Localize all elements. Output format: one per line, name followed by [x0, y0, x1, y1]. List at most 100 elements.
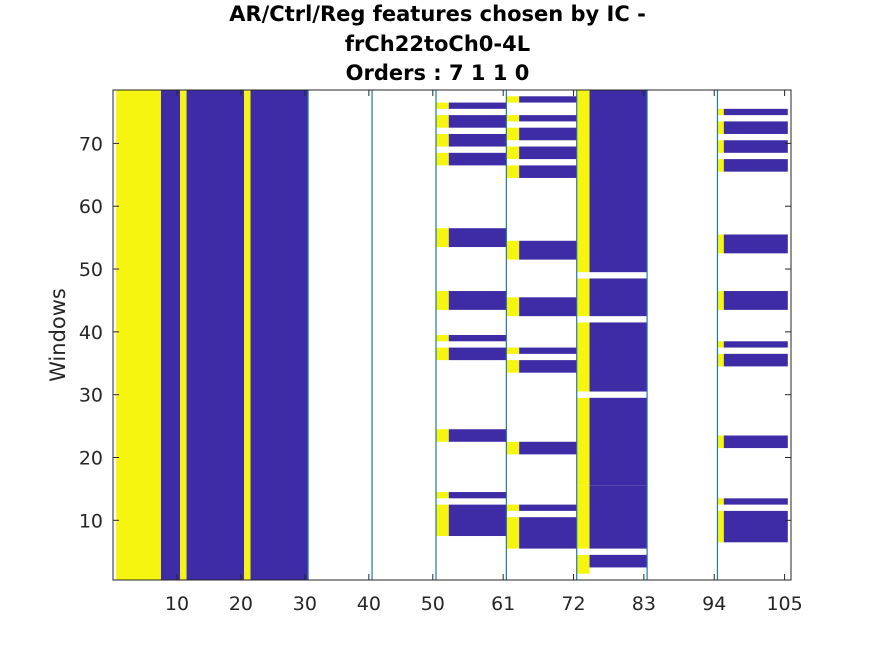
heatmap-cell: [244, 90, 251, 580]
x-tick-label: 40: [357, 593, 381, 615]
heatmap-cell: [519, 347, 577, 354]
heatmap-cell: [436, 133, 449, 147]
heatmap-cell: [506, 347, 520, 354]
heatmap-cell: [576, 90, 590, 273]
x-tick-label: 20: [229, 593, 253, 615]
y-tick-label: 10: [79, 510, 103, 532]
heatmap-cell: [717, 140, 724, 153]
heatmap-cell: [116, 90, 161, 580]
y-tick-label: 40: [79, 322, 103, 344]
heatmap-cell: [448, 102, 507, 109]
heatmap-cell: [717, 291, 724, 310]
axes: [112, 89, 792, 581]
x-tick-label: 72: [561, 593, 585, 615]
heatmap-cell: [448, 347, 507, 361]
heatmap-cell: [436, 347, 449, 361]
heatmap-cell: [436, 152, 449, 166]
heatmap-cell: [448, 133, 507, 147]
heatmap-cell: [717, 435, 724, 449]
heatmap-cell: [717, 121, 724, 134]
heatmap-cell: [519, 146, 577, 160]
heatmap-cell: [723, 291, 788, 310]
y-tick-label: 50: [79, 259, 103, 281]
chart-title-line-3: Orders : 7 1 1 0: [345, 61, 530, 85]
heatmap-cell: [576, 278, 590, 317]
heatmap-cell: [723, 108, 788, 116]
heatmap-cell: [448, 492, 507, 499]
heatmap-cell: [448, 228, 507, 248]
heatmap-cell: [519, 96, 577, 103]
heatmap-cell: [448, 291, 507, 310]
heatmap-cell: [519, 297, 577, 317]
heatmap-cell: [576, 322, 590, 392]
heatmap-cell: [589, 322, 648, 392]
heatmap-cell: [519, 240, 577, 260]
heatmap-cell: [506, 96, 520, 103]
y-tick-label: 70: [79, 133, 103, 155]
heatmap-cell: [717, 510, 724, 543]
heatmap-cell: [436, 115, 449, 128]
heatmap-cell: [723, 510, 788, 543]
heatmap-cell: [506, 115, 520, 122]
heatmap-cell: [723, 498, 788, 505]
heatmap-cell: [506, 504, 520, 511]
heatmap-cell: [180, 90, 187, 580]
heatmap-cell: [576, 485, 590, 549]
heatmap-cell: [723, 140, 788, 153]
x-tick-label: 105: [766, 593, 802, 615]
heatmap-cell: [506, 127, 520, 141]
heatmap-cell: [448, 335, 507, 342]
x-tick-label: 30: [293, 593, 317, 615]
plot-frame: [112, 89, 792, 581]
heatmap-cell: [589, 90, 648, 273]
heatmap-cell: [576, 554, 590, 574]
heatmap-cell: [717, 108, 724, 116]
heatmap-cell: [519, 360, 577, 373]
heatmap-cell: [519, 504, 577, 511]
heatmap-cell: [519, 115, 577, 122]
heatmap-cell: [723, 159, 788, 172]
heatmap-cell: [436, 102, 449, 109]
heatmap-cell: [576, 397, 590, 486]
heatmap-cell: [717, 341, 724, 348]
heatmap-cell: [723, 121, 788, 134]
heatmap-cell: [436, 335, 449, 342]
heatmap-cell: [723, 353, 788, 367]
heatmap-cell: [506, 360, 520, 373]
y-tick-label: 20: [79, 448, 103, 470]
heatmap-cell: [436, 228, 449, 248]
chart-title-line-1: AR/Ctrl/Reg features chosen by IC -: [229, 2, 646, 26]
x-tick-label: 61: [491, 593, 515, 615]
heatmap-cell: [589, 397, 648, 486]
chart-title-line-2: frCh22toCh0-4L: [344, 32, 531, 56]
heatmap-cell: [506, 517, 520, 549]
heatmap-cell: [448, 429, 507, 442]
heatmap-cell: [519, 517, 577, 549]
y-tick-label: 60: [79, 196, 103, 218]
y-axis-ticks: 10 20 30 40 50 60 70: [79, 133, 791, 532]
heatmap-cell: [186, 90, 245, 580]
heatmap-cells: [116, 90, 788, 580]
heatmap-cell: [160, 90, 181, 580]
heatmap-cell: [589, 554, 648, 568]
x-tick-label: 50: [421, 593, 445, 615]
heatmap-cell: [506, 441, 520, 455]
heatmap-cell: [519, 165, 577, 178]
heatmap-cell: [589, 485, 648, 549]
group-separators: [307, 90, 719, 580]
heatmap-cell: [519, 441, 577, 455]
heatmap-cell: [723, 234, 788, 254]
heatmap-cell: [250, 90, 309, 580]
x-axis-ticks: 10 20 30 40 50 61 72 83 94 105: [165, 90, 803, 615]
x-tick-label: 83: [632, 593, 656, 615]
heatmap-cell: [436, 504, 449, 537]
heatmap-cell: [519, 127, 577, 141]
heatmap-cell: [448, 504, 507, 537]
heatmap-cell: [717, 353, 724, 367]
heatmap-cell: [436, 429, 449, 442]
y-tick-label: 30: [79, 385, 103, 407]
heatmap-cell: [506, 146, 520, 160]
heatmap-cell: [506, 240, 520, 260]
heatmap-cell: [436, 492, 449, 499]
